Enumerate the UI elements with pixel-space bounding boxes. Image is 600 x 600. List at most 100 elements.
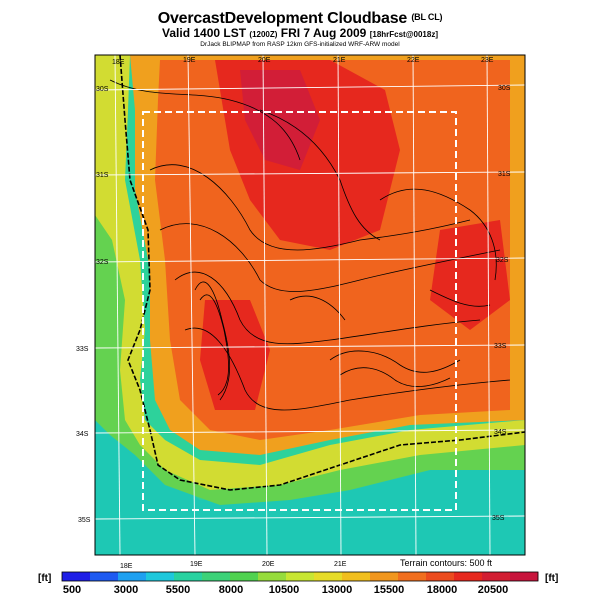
colorbar-label: 8000 (218, 584, 244, 596)
terrain-contour-note: Terrain contours: 500 ft (400, 558, 493, 568)
terrain-contour-line (259, 109, 381, 241)
lon-label: 19E (183, 57, 196, 64)
terrain-contours (109, 79, 511, 411)
forecast-reference: [18hrFcst@0018z] (369, 30, 438, 39)
parallel-34s (95, 429, 525, 434)
colorbar-unit-right: [ft] (545, 573, 559, 584)
top-longitude-labels: 18E 19E 20E 21E 22E 23E (112, 57, 494, 66)
colorbar-segment (510, 572, 539, 581)
terrain-contour-line (429, 289, 491, 307)
colorbar-segment (398, 572, 427, 581)
colorbar-segment (370, 572, 399, 581)
model-credit: DrJack BLIPMAP from RASP 12km GFS-initia… (200, 41, 400, 48)
meridian-18e (114, 55, 121, 555)
colorbar-segment (454, 572, 483, 581)
bottom-longitude-labels: 18E 19E 20E 21E (120, 561, 347, 570)
colorbar-label: 15500 (373, 584, 405, 596)
colorbar-label: 18000 (426, 584, 458, 596)
meridian-20e (262, 55, 268, 555)
colorbar-labels: 500 3000 5500 8000 10500 13000 15500 180… (0, 584, 600, 598)
colorbar-segment (62, 572, 91, 581)
terrain-contour-line (339, 367, 451, 387)
valid-time: Valid 1400 LST (162, 26, 247, 40)
mid-level-band (95, 55, 525, 490)
lon-label: 18E (112, 59, 125, 66)
colorbar-segment (174, 572, 203, 581)
lon-label: 21E (334, 561, 347, 568)
lon-label: 19E (190, 561, 203, 568)
meridian-22e (412, 55, 417, 555)
lat-label: 33S (494, 343, 507, 350)
lat-label: 34S (76, 431, 89, 438)
map-title-main: OvercastDevelopment Cloudbase (157, 10, 408, 27)
right-latitude-labels: 30S 31S 32S 33S 34S 35S (492, 85, 511, 522)
parallel-30s (95, 84, 525, 91)
very-hot-area-east (430, 220, 510, 330)
map-title-tag: (BL CL) (411, 12, 443, 22)
terrain-contour-line (379, 188, 497, 281)
forecast-date: FRI 7 Aug 2009 (280, 26, 367, 40)
lat-label: 32S (496, 257, 509, 264)
lat-label: 30S (498, 85, 511, 92)
lon-label: 23E (481, 57, 494, 64)
coastline (119, 55, 525, 491)
colorbar-label: 5500 (165, 584, 191, 596)
lat-label: 30S (96, 86, 109, 93)
cloudbase-field (95, 55, 525, 555)
terrain-contour-line (159, 223, 501, 292)
meridian-21e (337, 55, 342, 555)
terrain-contour-line (149, 164, 471, 251)
very-hot-area-inland (200, 300, 270, 410)
peak-area (240, 70, 320, 170)
terrain-contour-line (194, 281, 231, 401)
colorbar-segment (342, 572, 371, 581)
colorbar-unit-left: [ft] (38, 573, 52, 584)
map-subtitle: Valid 1400 LST (1200Z) FRI 7 Aug 2009 [1… (0, 26, 600, 42)
colorbar-segment (230, 572, 259, 581)
colorbar-segment (314, 572, 343, 581)
meridian-19e (187, 55, 196, 555)
parallel-32s (95, 257, 525, 263)
lon-label: 20E (258, 57, 271, 64)
colorbar-segment (426, 572, 455, 581)
colorbar-label: 10500 (268, 584, 300, 596)
terrain-contour-line (109, 79, 301, 161)
left-latitude-labels: 30S 31S 32S 33S 34S 35S (76, 86, 109, 524)
colorbar-label: 3000 (113, 584, 139, 596)
colorbar-segment (258, 572, 287, 581)
colorbar-label: 500 (62, 584, 82, 596)
parallel-31s (95, 171, 525, 176)
lon-label: 21E (333, 57, 346, 64)
colorbar-segment (286, 572, 315, 581)
lat-label: 32S (96, 259, 109, 266)
meridian-23e (486, 55, 491, 555)
colorbar-segment (118, 572, 147, 581)
colorbar-segment (482, 572, 511, 581)
map-title: OvercastDevelopment Cloudbase (BL CL) (0, 8, 600, 28)
terrain-contour-line (174, 271, 481, 345)
lon-label: 22E (407, 57, 420, 64)
colorbar-segment (90, 572, 119, 581)
colorbar-label: 13000 (321, 584, 353, 596)
lat-label: 33S (76, 346, 89, 353)
terrain-contour-line (199, 294, 229, 396)
lon-label: 20E (262, 561, 275, 568)
terrain-contour-line (329, 350, 461, 373)
lat-label: 35S (492, 515, 505, 522)
lat-label: 31S (96, 172, 109, 179)
inner-domain-boundary (142, 111, 457, 511)
lat-lon-grid (95, 55, 525, 555)
valid-time-utc: (1200Z) (249, 30, 278, 39)
colorbar-label: 20500 (477, 584, 509, 596)
map-frame (94, 54, 526, 556)
colorbar-outline (61, 571, 539, 582)
lat-label: 35S (78, 517, 91, 524)
terrain-contour-line (184, 327, 511, 411)
color-scale-bar (61, 571, 539, 582)
parallel-35s (95, 515, 525, 520)
lon-label: 18E (120, 563, 133, 570)
colorbar-segment (146, 572, 175, 581)
lat-label: 34S (494, 429, 507, 436)
